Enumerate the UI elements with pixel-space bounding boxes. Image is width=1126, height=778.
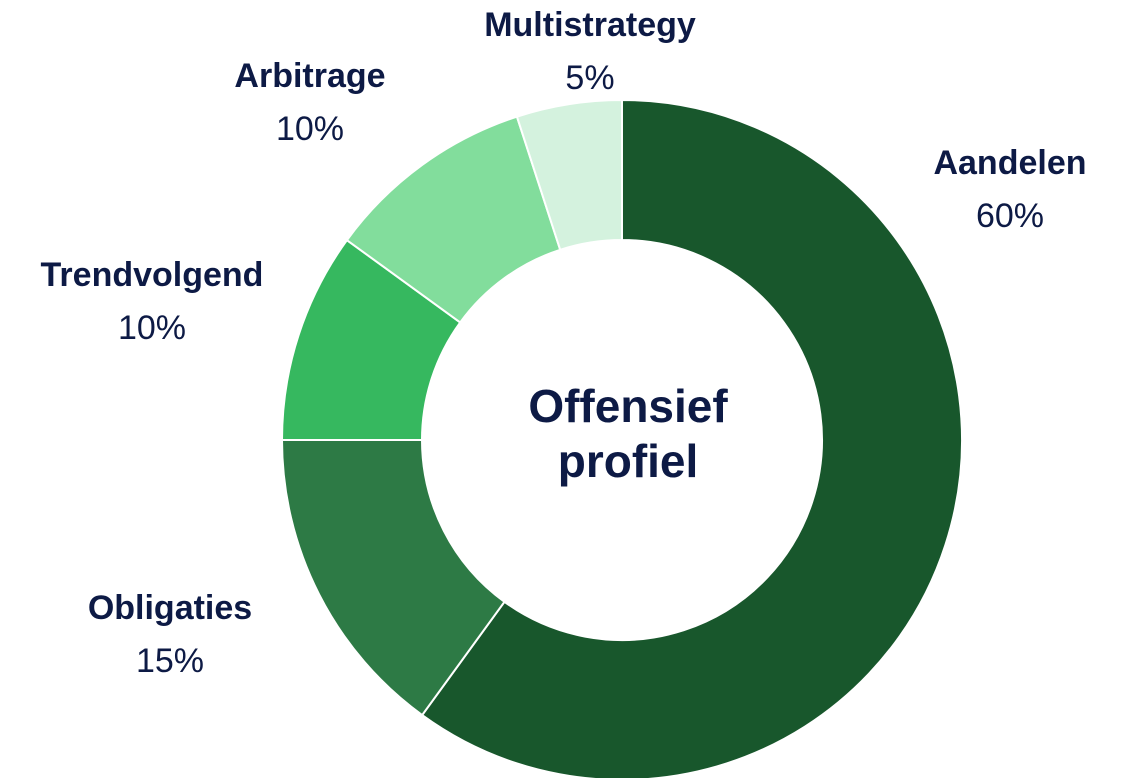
slice-label: Multistrategy bbox=[484, 6, 696, 44]
slice-label: Trendvolgend bbox=[41, 256, 264, 294]
slice bbox=[515, 98, 623, 252]
slice-value: 60% bbox=[976, 197, 1044, 235]
slices bbox=[280, 98, 963, 778]
slice-value: 15% bbox=[136, 642, 204, 680]
slice-value: 10% bbox=[118, 309, 186, 347]
slice-label: Obligaties bbox=[88, 589, 252, 627]
center-label: Offensief bbox=[528, 380, 728, 432]
slice-label: Aandelen bbox=[933, 144, 1086, 182]
slice bbox=[280, 439, 506, 717]
slice-label: Arbitrage bbox=[234, 57, 385, 95]
slice-value: 5% bbox=[565, 59, 614, 97]
slice-value: 10% bbox=[276, 110, 344, 148]
center-label: profiel bbox=[558, 435, 699, 487]
slice bbox=[420, 98, 963, 778]
